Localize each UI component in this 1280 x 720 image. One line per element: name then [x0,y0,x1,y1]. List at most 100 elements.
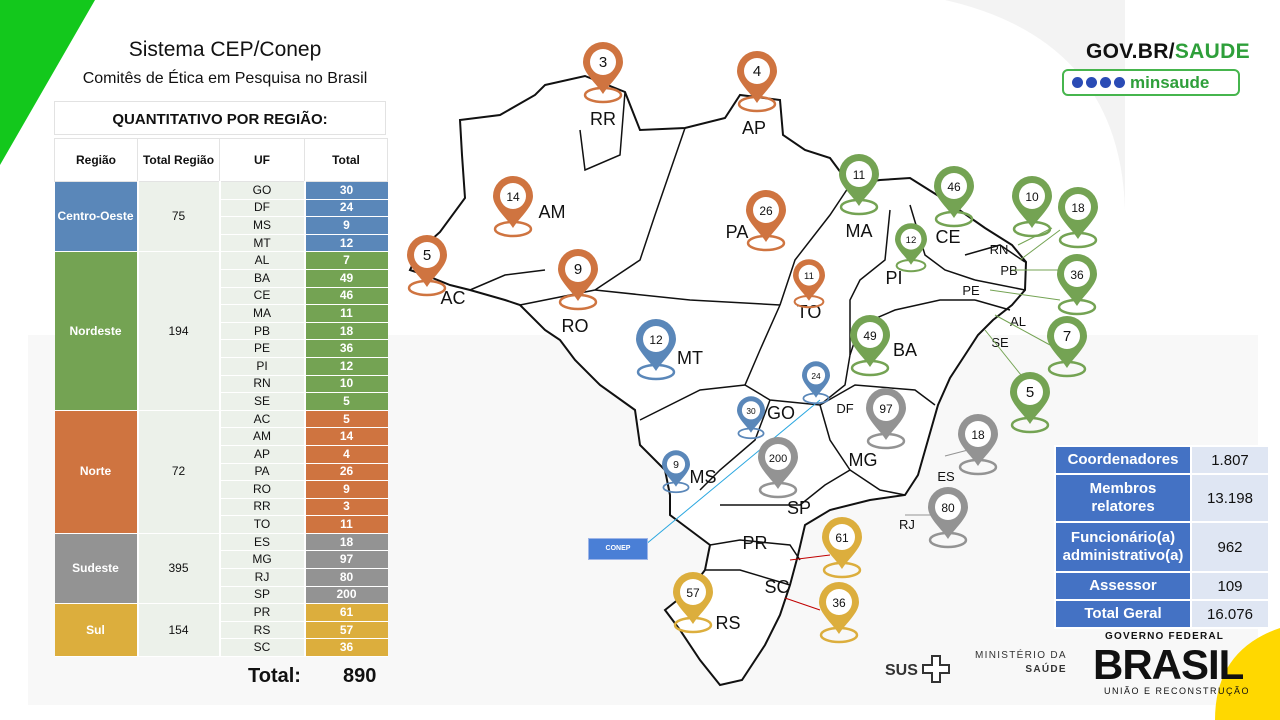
pin-value: 18 [971,428,985,442]
uf-cell: SC [219,638,306,658]
uf-cell: DF [219,199,306,218]
sus-cross-icon [922,655,951,683]
region-total-cell: 75 [137,181,221,253]
region-name-cell: Norte [54,410,139,534]
staff-value: 13.198 [1190,473,1270,523]
map-pin-ac: 5 [407,235,447,297]
region-name-cell: Sul [54,603,139,658]
pin-value: 80 [941,501,955,515]
uf-cell: TO [219,515,306,534]
region-table: Região Total Região UF Total Centro-Oest… [54,138,388,658]
table-row: TO 11 [55,515,388,534]
sus-logo: SUS [885,655,951,683]
state-label-to: TO [797,302,822,322]
staff-row: Assessor 109 [1054,571,1270,601]
youtube-icon[interactable] [1114,77,1125,88]
pin-value: 12 [649,333,663,347]
grand-total-value: 890 [343,665,377,687]
uf-total-cell: 36 [304,638,388,658]
uf-total-cell: 57 [304,621,388,640]
pin-inner-circle [900,228,922,250]
pin-inner-circle [1064,261,1090,287]
facebook-icon[interactable] [1072,77,1083,88]
pin-inner-circle [935,494,961,520]
uf-total-cell: 12 [304,357,388,376]
staff-label: Assessor [1054,571,1192,601]
table-row: Norte 72 AC 5 [54,410,388,534]
staff-value: 109 [1190,571,1270,601]
pin-inner-circle [873,395,899,421]
pin-value: 12 [906,235,917,246]
region-name-cell: Sudeste [54,533,139,605]
uf-total-cell: 12 [304,234,388,253]
uf-total-cell: 61 [304,603,388,622]
region-total-cell: 72 [137,410,221,534]
uf-cell: AL [219,251,306,270]
map-pin-pa: 26 [746,190,786,252]
social-media-badge[interactable]: minsaude [1062,69,1240,96]
pin-inner-circle [941,173,967,199]
map-pin-rr: 3 [583,42,623,104]
region-table-header: Região Total Região UF Total [54,138,388,182]
pin-inner-circle [857,322,883,348]
state-label-df: DF [836,401,853,416]
table-row: BA 49 [55,269,388,288]
region-name-cell: Nordeste [54,251,139,411]
map-pin-am: 14 [493,176,533,238]
uf-total-cell: 10 [304,375,388,394]
staff-label: Membros relatores [1054,473,1192,523]
map-pin-mt: 12 [636,319,676,381]
region-name-cell: Centro-Oeste [54,181,139,253]
state-label-al: AL [1010,314,1026,329]
ministerio-logo: MINISTÉRIO DA SAÚDE [975,649,1067,677]
table-row: PB 18 [55,322,388,341]
yellow-corner-shape [1215,628,1280,720]
header-uf: UF [219,138,305,182]
pin-value: 3 [599,54,607,71]
table-row: SC 36 [55,638,388,658]
map-pin-df: 24 [802,361,830,405]
instagram-icon[interactable] [1086,77,1097,88]
pin-value: 46 [947,180,961,194]
uf-cell: CE [219,287,306,306]
uf-cell: PA [219,463,306,482]
pin-inner-circle [1017,379,1043,405]
governo-federal-text: GOVERNO FEDERAL [1105,631,1225,642]
map-pin-es: 18 [958,414,998,476]
state-label-pb: PB [1000,263,1017,278]
table-row: MG 97 [55,550,388,570]
uf-total-cell: 18 [304,533,388,552]
table-row: PE 36 [55,339,388,358]
pin-value: 4 [753,63,761,80]
pin-inner-circle [965,421,991,447]
uf-total-cell: 5 [304,410,388,429]
state-label-sc: SC [764,577,789,597]
state-label-ac: AC [440,288,465,308]
region-total-cell: 154 [137,603,221,658]
pin-value: 57 [686,586,700,600]
uf-total-cell: 9 [304,216,388,235]
staff-label: Coordenadores [1054,445,1192,475]
state-label-rn: RN [990,242,1009,257]
table-row: Sul 154 PR 61 [54,603,388,658]
twitter-icon[interactable] [1100,77,1111,88]
brasil-logo-text: BRASIL [1093,641,1244,688]
state-borders [469,91,1026,586]
region-total-cell: 194 [137,251,221,411]
state-label-pa: PA [726,222,749,242]
uf-cell: SE [219,392,306,411]
uf-total-cell: 24 [304,199,388,218]
table-row: PI 12 [55,357,388,376]
staff-table-body: Coordenadores 1.807 Membros relatores 13.19… [1054,445,1270,629]
table-row: RS 57 [55,621,388,640]
uf-cell: PB [219,322,306,341]
pin-value: 30 [746,406,756,416]
uf-cell: MT [219,234,306,253]
pin-inner-circle [765,444,791,470]
state-label-ma: MA [846,221,873,241]
pin-value: 24 [811,371,821,381]
map-pin-go: 30 [737,396,765,440]
header-total: Total [304,138,388,182]
